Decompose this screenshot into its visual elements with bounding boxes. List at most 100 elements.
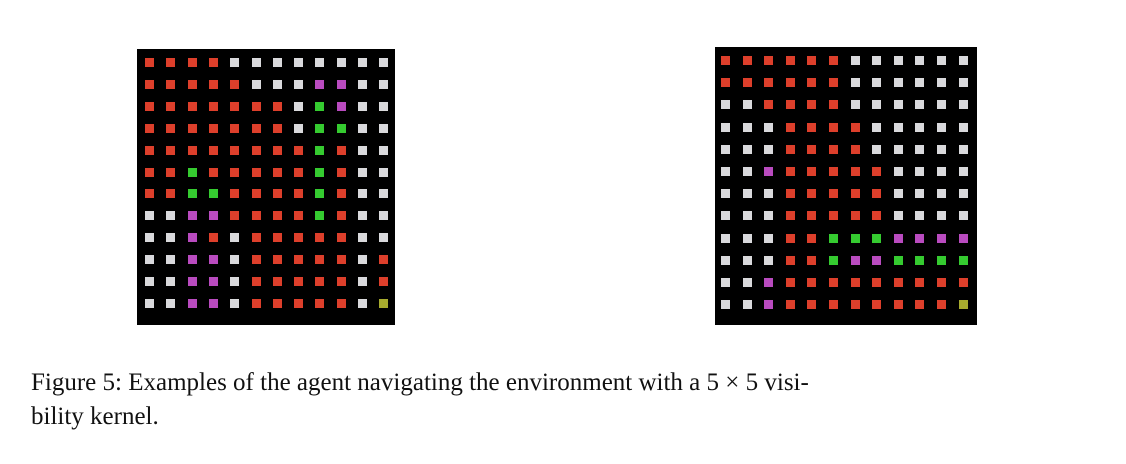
right-grid-cell-white xyxy=(872,78,882,88)
right-grid-cell-red xyxy=(807,167,817,176)
right-grid-cell-red xyxy=(915,300,925,310)
left-grid-cell-red xyxy=(145,79,154,89)
right-grid-cell-white xyxy=(915,211,925,221)
left-grid-cell-white xyxy=(166,255,176,265)
right-grid-cell-white xyxy=(742,144,752,154)
left-grid-cell-red xyxy=(166,58,176,67)
left-grid-cell-purple xyxy=(187,255,197,265)
right-grid-cell-white xyxy=(721,255,730,265)
right-grid-cell-white xyxy=(721,189,730,199)
left-grid-cell-white xyxy=(358,58,367,67)
left-grid-cell-red xyxy=(315,255,325,265)
right-grid-cell-red xyxy=(829,144,838,154)
right-grid-cell-red xyxy=(829,122,838,132)
left-grid-cell-green xyxy=(187,189,197,199)
right-grid-cell-red xyxy=(829,300,838,310)
left-grid-cell-red xyxy=(187,145,197,155)
right-grid-cell-red xyxy=(937,300,946,310)
left-grid-cell-red xyxy=(145,101,154,111)
right-grid-cell-red xyxy=(785,300,795,310)
right-grid-cell-red xyxy=(893,278,903,287)
left-grid-cell-red xyxy=(187,79,197,89)
right-grid-cell-red xyxy=(850,278,860,287)
left-grid-cell-white xyxy=(294,58,304,67)
right-grid-cell-white xyxy=(958,189,968,199)
right-grid-cell-red xyxy=(807,144,817,154)
right-grid-cell-red xyxy=(850,122,860,132)
caption-line-2: bility kernel. xyxy=(31,403,159,430)
left-grid-cell-white xyxy=(230,255,240,265)
left-grid-cell-red xyxy=(251,145,261,155)
right-grid-cell-white xyxy=(850,56,860,65)
left-grid-cell-green xyxy=(315,167,325,177)
right-grid-cell-white xyxy=(742,255,752,265)
right-grid-cell-white xyxy=(915,56,925,65)
left-grid-cell-red xyxy=(379,255,389,265)
right-grid-cell-red xyxy=(785,278,795,287)
left-grid-cell-green xyxy=(315,101,325,111)
left-grid-cell-red xyxy=(251,189,261,199)
left-grid-cell-red xyxy=(336,211,346,221)
right-grid-cell-purple xyxy=(937,233,946,243)
right-grid-cell-white xyxy=(742,211,752,221)
right-grid-cell-red xyxy=(807,278,817,287)
left-grid-cell-red xyxy=(166,79,176,89)
left-grid-cell-green xyxy=(336,123,346,133)
left-grid-cell-red xyxy=(272,167,282,177)
right-grid-cell-red xyxy=(764,78,774,88)
left-grid-cell-red xyxy=(187,58,197,67)
left-grid-cell-red xyxy=(294,167,304,177)
right-grid-cell-white xyxy=(742,100,752,110)
left-grid-cell-white xyxy=(230,298,240,308)
left-grid-cell-red xyxy=(272,145,282,155)
left-grid-cell-purple xyxy=(187,277,197,286)
right-grid-cell-red xyxy=(807,189,817,199)
right-grid-cell-white xyxy=(958,100,968,110)
left-grid-cell-white xyxy=(379,211,389,221)
right-grid-cell-white xyxy=(872,100,882,110)
right-grid-cell-red xyxy=(958,278,968,287)
left-grid-cell-red xyxy=(272,101,282,111)
right-grid-cell-red xyxy=(764,100,774,110)
right-grid-cell-purple xyxy=(764,167,774,176)
left-grid-cell-purple xyxy=(208,255,218,265)
right-grid-cell-white xyxy=(958,144,968,154)
left-grid-cell-red xyxy=(379,277,389,286)
left-grid-cell-purple xyxy=(315,79,325,89)
left-grid-cell-purple xyxy=(187,298,197,308)
right-grid-cell-white xyxy=(721,167,730,176)
left-grid-cell-purple xyxy=(336,79,346,89)
right-grid-cell-purple xyxy=(958,233,968,243)
left-grid-cell-red xyxy=(294,233,304,243)
left-grid-cell-red xyxy=(251,123,261,133)
left-grid-cell-red xyxy=(272,123,282,133)
left-grid-cell-red xyxy=(272,298,282,308)
right-grid-cell-red xyxy=(785,167,795,176)
right-grid-cell-red xyxy=(742,56,752,65)
left-grid-cell-red xyxy=(208,58,218,67)
left-grid-cell-white xyxy=(166,233,176,243)
left-grid-cell-red xyxy=(145,145,154,155)
left-grid-cell-red xyxy=(251,211,261,221)
right-grid-cell-purple xyxy=(850,255,860,265)
right-grid-cell-white xyxy=(742,189,752,199)
left-grid-cell-white xyxy=(379,58,389,67)
left-grid-cell-red xyxy=(166,101,176,111)
left-grid-cell-red xyxy=(230,145,240,155)
left-grid-cell-red xyxy=(294,145,304,155)
right-grid-cell-white xyxy=(742,278,752,287)
right-grid-cell-red xyxy=(742,78,752,88)
left-grid-cell-purple xyxy=(187,211,197,221)
left-grid-cell-red xyxy=(294,189,304,199)
left-grid-cell-red xyxy=(272,255,282,265)
left-grid-cell-red xyxy=(315,298,325,308)
right-grid-cell-red xyxy=(850,189,860,199)
left-grid-cell-red xyxy=(230,79,240,89)
right-grid-cell-white xyxy=(893,211,903,221)
left-grid-cell-white xyxy=(272,79,282,89)
right-grid-cell-red xyxy=(785,255,795,265)
left-grid-cell-white xyxy=(166,298,176,308)
right-grid-cell-white xyxy=(937,189,946,199)
left-grid-cell-red xyxy=(230,101,240,111)
right-grid-cell-white xyxy=(937,100,946,110)
